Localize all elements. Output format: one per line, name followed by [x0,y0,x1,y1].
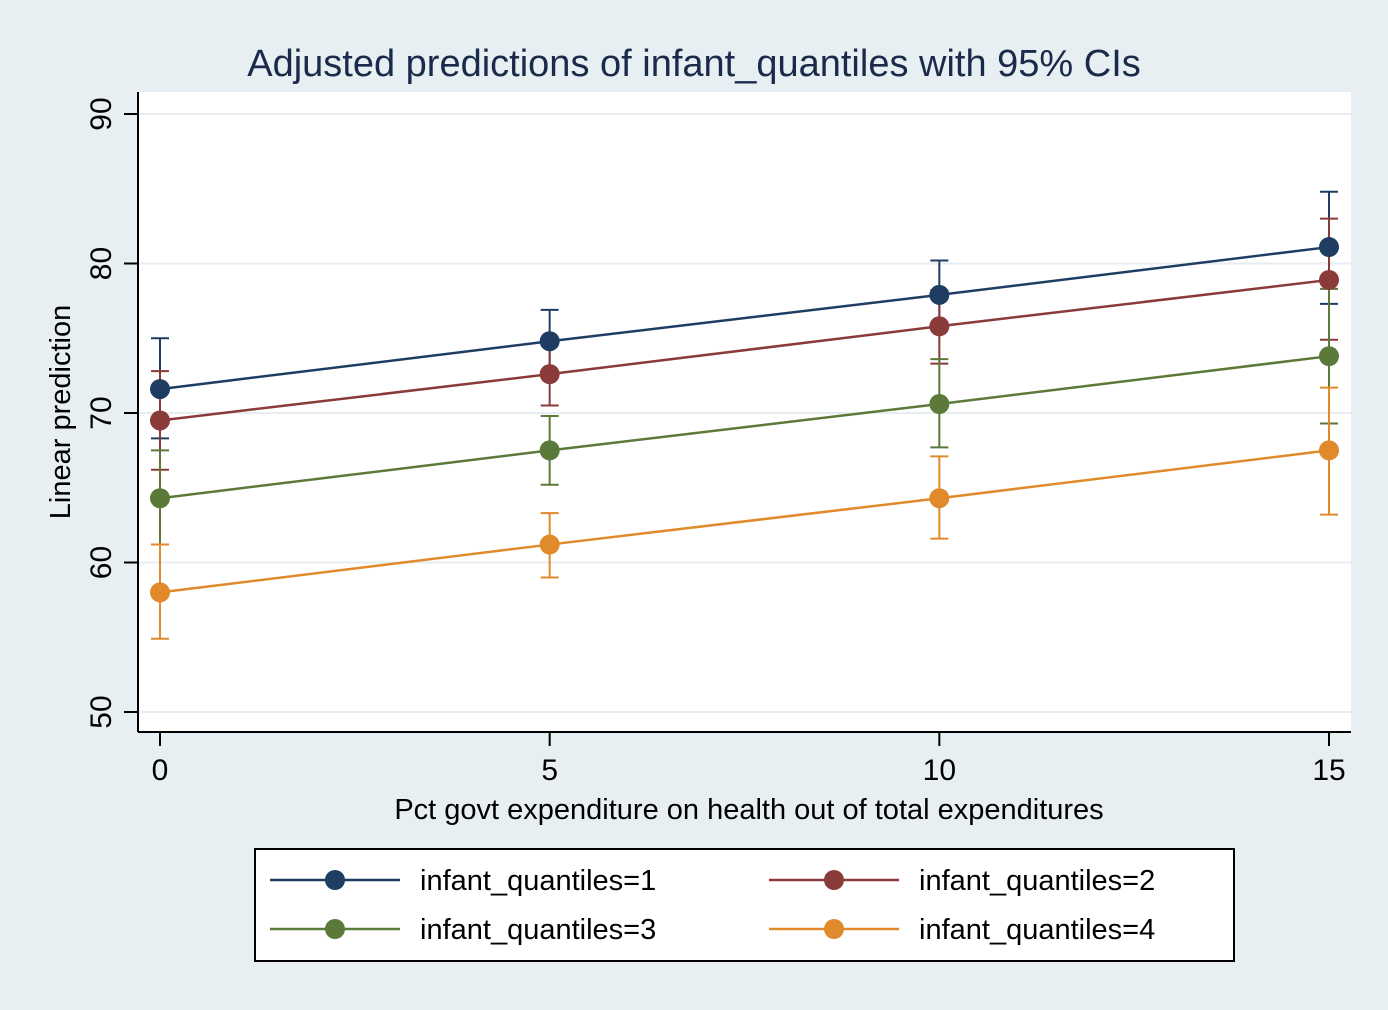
x-axis-title: Pct govt expenditure on health out of to… [394,794,1103,826]
data-point [929,284,950,305]
series-line-2 [159,278,1330,422]
data-point [539,364,560,385]
data-point [539,440,560,461]
data-point [1319,269,1339,290]
y-axis-title: Linear prediction [45,305,77,519]
y-tick-label: 70 [85,396,118,429]
y-tick-label: 80 [85,247,118,280]
y-tick-label: 60 [85,546,118,579]
data-point [929,394,950,415]
chart-title: Adjusted predictions of infant_quantiles… [247,43,1141,85]
gridlines [138,113,1351,713]
data-point [929,316,950,337]
x-tick-label: 15 [1312,754,1345,787]
data-point [539,331,560,352]
legend-label: infant_quantiles=4 [919,914,1155,946]
data-point [150,582,170,603]
x-tick-label: 0 [152,754,169,787]
legend-label: infant_quantiles=2 [919,865,1155,897]
series-points [150,237,1339,603]
data-point [150,379,170,400]
series-line-4 [159,449,1330,594]
y-axis-ticks: 50 60 70 80 90 [85,97,138,729]
series-line-3 [159,354,1330,500]
legend-label: infant_quantiles=1 [420,865,656,897]
legend-marker [824,919,844,939]
data-point [150,488,170,509]
x-axis-ticks: 0 5 10 15 [152,732,1346,787]
data-point [1319,237,1339,258]
x-tick-label: 10 [923,754,956,787]
legend-marker [325,919,345,939]
legend: infant_quantiles=1 infant_quantiles=2infa… [270,865,1155,946]
y-tick-label: 50 [85,695,118,728]
data-point [1319,346,1339,367]
legend-box [254,848,1235,962]
data-point [150,410,170,431]
legend-marker [824,870,844,890]
data-point [929,488,950,509]
legend-label: infant_quantiles=3 [420,914,656,946]
series-line-1 [159,245,1330,391]
data-point [1319,440,1339,461]
series-lines [159,245,1330,594]
y-tick-label: 90 [85,97,118,130]
legend-marker [325,870,345,890]
data-point [539,534,560,555]
x-tick-label: 5 [541,754,558,787]
